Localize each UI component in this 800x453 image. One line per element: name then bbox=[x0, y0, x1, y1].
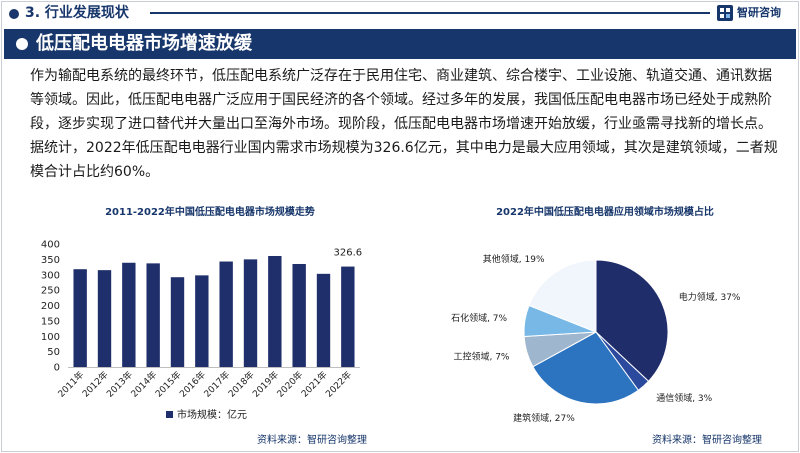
x-tick-label: 2015年 bbox=[153, 369, 184, 400]
y-tick-label: 200 bbox=[41, 301, 60, 312]
y-tick-label: 400 bbox=[41, 240, 60, 251]
bar bbox=[170, 277, 185, 367]
bar bbox=[268, 255, 282, 367]
brand-logo: 智研咨询 bbox=[716, 4, 781, 22]
x-tick-label: 2012年 bbox=[80, 369, 111, 400]
brand-logo-text: 智研咨询 bbox=[737, 6, 781, 19]
y-tick-label: 50 bbox=[47, 347, 60, 358]
bar bbox=[243, 259, 258, 367]
data-label: 326.6 bbox=[334, 248, 363, 259]
bar bbox=[195, 275, 209, 367]
y-tick-label: 350 bbox=[41, 255, 60, 266]
y-tick-label: 0 bbox=[54, 363, 60, 374]
headline-title: 低压配电电器市场增速放缓 bbox=[36, 33, 252, 54]
x-tick-label: 2016年 bbox=[177, 369, 208, 400]
pie-label: 石化领域, 7% bbox=[451, 312, 507, 324]
source-note-left: 资料来源：智研咨询整理 bbox=[257, 435, 367, 446]
y-tick-label: 100 bbox=[41, 332, 60, 343]
pie-chart-title: 2022年中国低压配电电器应用领域市场规模占比 bbox=[496, 207, 714, 218]
pie-slice bbox=[595, 259, 669, 382]
x-tick-label: 2022年 bbox=[323, 369, 354, 400]
x-tick-label: 2013年 bbox=[104, 369, 135, 400]
pie-label: 其他领域, 19% bbox=[483, 253, 545, 265]
legend-swatch bbox=[166, 411, 173, 418]
section-title: 3. 行业发展现状 bbox=[25, 5, 129, 21]
pie-slice bbox=[528, 259, 597, 333]
x-tick-label: 2020年 bbox=[274, 369, 305, 400]
x-tick-label: 2021年 bbox=[299, 369, 330, 400]
bar bbox=[122, 262, 136, 367]
legend-label: 市场规模：亿元 bbox=[177, 408, 247, 421]
source-note-right: 资料来源：智研咨询整理 bbox=[652, 435, 762, 446]
top-bar: 3. 行业发展现状 智研咨询 bbox=[0, 0, 800, 26]
headline-banner: 低压配电电器市场增速放缓 bbox=[4, 29, 796, 59]
bar bbox=[97, 270, 112, 367]
x-tick-label: 2019年 bbox=[250, 369, 281, 400]
pie-label: 工控领域, 7% bbox=[453, 351, 509, 363]
x-tick-label: 2014年 bbox=[128, 369, 159, 400]
body-paragraph: 作为输配电系统的最终环节，低压配电系统广泛存在于民用住宅、商业建筑、综合楼宇、工… bbox=[30, 68, 778, 180]
x-tick-label: 2018年 bbox=[226, 369, 257, 400]
pie-label: 通信领域, 3% bbox=[656, 392, 712, 404]
y-tick-label: 300 bbox=[41, 270, 60, 281]
brand-logo-icon bbox=[717, 5, 733, 21]
pie-slice bbox=[532, 331, 640, 405]
bar bbox=[292, 263, 306, 367]
bar-chart: 0501001502002503003504002011年2012年2013年2… bbox=[41, 240, 363, 422]
x-tick-label: 2017年 bbox=[201, 369, 232, 400]
bar bbox=[341, 266, 355, 367]
headline-bullet-icon bbox=[16, 38, 28, 50]
bar bbox=[316, 273, 331, 367]
pie-label: 建筑领域, 27% bbox=[513, 412, 575, 424]
pie-chart: 电力领域, 37% 通信领域, 3% 建筑领域, 27% 工控领域, 7% 石化领域, … bbox=[451, 253, 741, 424]
bar bbox=[219, 261, 233, 367]
bar-chart-title: 2011-2022年中国低压配电电器市场规模走势 bbox=[105, 207, 315, 218]
section-divider bbox=[150, 12, 710, 14]
section-bullet-icon bbox=[9, 9, 19, 19]
bar bbox=[73, 269, 87, 367]
pie-label: 电力领域, 37% bbox=[679, 291, 741, 303]
y-tick-label: 250 bbox=[41, 286, 60, 297]
y-tick-label: 150 bbox=[41, 316, 60, 327]
bar bbox=[146, 263, 160, 367]
